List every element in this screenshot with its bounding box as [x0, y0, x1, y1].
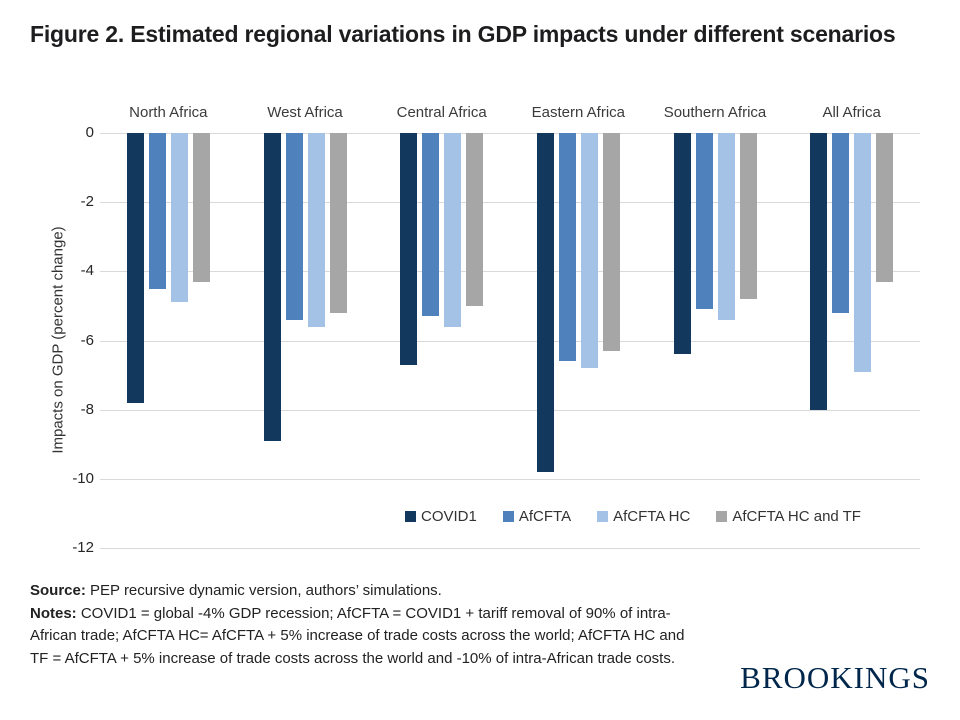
gridline — [100, 340, 920, 342]
figure-title: Figure 2. Estimated regional variations … — [30, 21, 896, 47]
legend-item: AfCFTA — [502, 506, 572, 526]
bar-afcfta-hc-all-africa — [854, 133, 872, 372]
bar-afcfta-eastern-africa — [558, 133, 576, 362]
bar-covid1-all-africa — [810, 133, 828, 410]
legend-swatch — [502, 510, 514, 522]
legend-label: AfCFTA HC and TF — [732, 507, 861, 525]
bar-afcfta-hc-and-tf-north-africa — [192, 133, 210, 282]
bar-afcfta-hc-north-africa — [170, 133, 188, 303]
bar-afcfta-southern-africa — [695, 133, 713, 310]
notes-text: COVID1 = global -4% GDP recession; AfCFT… — [30, 604, 685, 667]
gridline — [100, 202, 920, 204]
legend-swatch — [405, 510, 416, 522]
bar-afcfta-north-africa — [148, 133, 166, 289]
source-label: Source: — [30, 582, 86, 599]
category-label: Central Africa — [396, 104, 487, 121]
bar-afcfta-hc-and-tf-all-africa — [876, 133, 894, 282]
legend-swatch — [597, 510, 609, 522]
category-label: Southern Africa — [663, 104, 767, 121]
legend-swatch — [716, 510, 728, 522]
source-text: PEP recursive dynamic version, authors’ … — [85, 582, 442, 599]
bar-covid1-west-africa — [263, 133, 281, 441]
legend-label: AfCFTA HC — [613, 507, 691, 525]
legend-label: AfCFTA — [518, 507, 572, 525]
notes-label: Notes: — [30, 604, 77, 622]
y-tick-label: -8 — [80, 400, 94, 418]
bar-afcfta-hc-eastern-africa — [580, 133, 598, 369]
footer-notes: Source: PEP recursive dynamic version, a… — [30, 580, 685, 670]
gridline — [100, 271, 920, 273]
bar-afcfta-hc-and-tf-southern-africa — [739, 133, 757, 299]
bar-afcfta-hc-central-africa — [444, 133, 462, 327]
y-tick-label: -2 — [80, 193, 94, 211]
bar-afcfta-hc-west-africa — [307, 133, 325, 327]
legend-item: COVID1 — [405, 506, 477, 526]
source-line: Source: PEP recursive dynamic version, a… — [30, 580, 685, 603]
bar-afcfta-hc-and-tf-central-africa — [466, 133, 484, 306]
legend: COVID1 AfCFTA AfCFTA HC AfCFTA HC and TF — [405, 506, 861, 526]
bar-afcfta-hc-southern-africa — [717, 133, 735, 320]
bar-covid1-central-africa — [400, 133, 418, 365]
category-label: West Africa — [267, 104, 343, 121]
y-tick-label: -12 — [72, 539, 94, 556]
bar-covid1-eastern-africa — [536, 133, 554, 472]
bar-afcfta-hc-and-tf-west-africa — [329, 133, 347, 313]
category-label: Eastern Africa — [531, 104, 626, 121]
bar-afcfta-all-africa — [832, 133, 850, 313]
bar-covid1-north-africa — [126, 133, 144, 403]
legend-label: COVID1 — [421, 507, 477, 525]
y-tick-label: -4 — [80, 262, 94, 280]
bar-afcfta-hc-and-tf-eastern-africa — [602, 133, 620, 351]
bar-afcfta-central-africa — [422, 133, 440, 317]
y-tick-label: -10 — [72, 469, 94, 487]
notes-line: Notes: COVID1 = global -4% GDP recession… — [30, 603, 685, 671]
brookings-logo: BROOKINGS — [740, 660, 930, 695]
gridline — [100, 548, 920, 549]
legend-item: AfCFTA HC — [597, 506, 690, 526]
gridline — [100, 133, 920, 134]
bar-chart: Impacts on GDP (percent change) 0 -2 -4 -6-… — [30, 98, 930, 563]
bar-afcfta-west-africa — [285, 133, 303, 320]
y-tick-label: -6 — [80, 331, 94, 349]
gridline — [100, 409, 920, 411]
y-tick-label: 0 — [85, 124, 94, 141]
category-label: North Africa — [129, 104, 208, 121]
category-label: All Africa — [822, 104, 881, 121]
legend-item: AfCFTA HC and TF — [716, 506, 861, 526]
gridline — [100, 478, 920, 480]
bar-covid1-southern-africa — [673, 133, 691, 355]
